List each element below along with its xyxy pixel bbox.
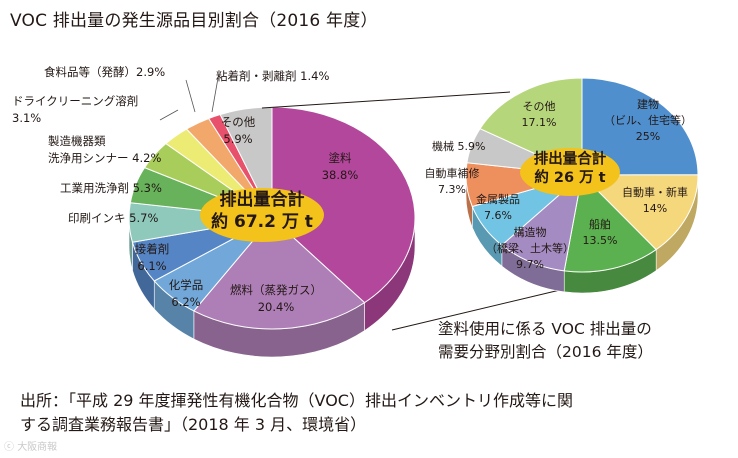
connector-line-bottom bbox=[391, 289, 561, 331]
pie-1-total-ellipse bbox=[200, 188, 324, 242]
source-line-2: する調査業務報告書」（2018 年 3 月、環境省） bbox=[20, 415, 367, 434]
pie-1-label-2-1: 6.2% bbox=[171, 295, 200, 309]
pie-1-label-9-0: 粘着剤・剥離剤 1.4% bbox=[216, 69, 329, 83]
pie-1-leaders bbox=[159, 77, 219, 121]
pie-1-label-1-0: 燃料（蒸発ガス） bbox=[230, 283, 322, 297]
pie-1-slice-0 bbox=[271, 106, 416, 304]
pie-2-label-5-1: 7.3% bbox=[438, 183, 466, 196]
pie-2-label-4-0: 金属製品 bbox=[476, 192, 520, 206]
pie-2-total-ellipse bbox=[520, 148, 620, 196]
pie-2-slice-1 bbox=[580, 174, 699, 251]
pie-1-label-3-1: 6.1% bbox=[137, 259, 166, 273]
pie-1-label-0-0: 塗料 bbox=[329, 151, 352, 165]
pie-2-label-1-0: 自動車・新車 bbox=[622, 185, 688, 199]
pie-1-total-line-2: 約 67.2 万 t bbox=[211, 211, 313, 232]
pie-2-labels: 建物 （ビル、住宅等） 25% 自動車・新車 14% 船舶 13.5% 構造物 （橋梁、土木等）… bbox=[425, 97, 693, 271]
chart-title: VOC 排出量の発生源品目別割合（2016 年度） bbox=[10, 11, 378, 31]
source-note: 出所：「平成 29 年度揮発性有機化合物（VOC）排出インベントリ作成等に関 す… bbox=[20, 389, 573, 437]
pie-1-label-1-1: 20.4% bbox=[258, 300, 295, 314]
pie-2-slice-0 bbox=[581, 77, 699, 176]
pie-2-label-3-2: 9.7% bbox=[516, 258, 544, 271]
pie-2-label-4-1: 7.6% bbox=[484, 209, 512, 222]
pie-1-sides bbox=[128, 217, 416, 358]
pie-1-slice-1 bbox=[193, 217, 366, 330]
pie-2-label-2-0: 船舶 bbox=[589, 217, 611, 231]
pie-1-label-7-0: ドライクリーニング溶剤 bbox=[12, 94, 138, 108]
pie-1-label-10-1: 5.9% bbox=[223, 132, 252, 146]
watermark: ⓒ 大阪商報 bbox=[4, 442, 58, 453]
pie-1-labels: 塗料 38.8% 燃料（蒸発ガス） 20.4% 化学品 6.2% 接着剤 6.1% 印刷インキ … bbox=[12, 65, 358, 314]
pie-2-label-0-0: 建物 bbox=[637, 97, 659, 111]
pie-1-label-2-0: 化学品 bbox=[169, 278, 204, 292]
pie-1-label-10-0: その他 bbox=[221, 115, 256, 129]
zoom-connector bbox=[261, 91, 561, 331]
pie-2-label-6-0: 機械 5.9% bbox=[432, 139, 485, 153]
pie-2-total-line-2: 約 26 万 t bbox=[534, 168, 605, 186]
pie-2-label-0-2: 25% bbox=[636, 130, 660, 143]
pie-2-label-3-0: 構造物 bbox=[514, 225, 547, 239]
pie-2-label-5-0: 自動車補修 bbox=[425, 166, 480, 180]
pie-2-label-7-1: 17.1% bbox=[522, 116, 557, 129]
pie-2-label-7-0: その他 bbox=[523, 100, 556, 113]
pie-1-label-4-0: 印刷インキ 5.7% bbox=[68, 211, 158, 225]
secondary-title-line-2: 需要分野別割合（2016 年度） bbox=[438, 343, 653, 361]
pie-1-label-0-1: 38.8% bbox=[322, 168, 359, 182]
watermark-text: 大阪商報 bbox=[17, 442, 58, 453]
pie-1-label-8-0: 食料品等（発酵）2.9% bbox=[44, 65, 165, 79]
pie-1-label-6-1: 洗浄用シンナー 4.2% bbox=[48, 151, 161, 165]
pie-2-total-line-1: 排出量合計 bbox=[534, 149, 607, 167]
pie-2-label-3-1: （橋梁、土木等） bbox=[486, 241, 574, 255]
secondary-chart-title: 塗料使用に係る VOC 排出量の 需要分野別割合（2016 年度） bbox=[438, 318, 653, 364]
pie-1-label-6-0: 製造機器類 bbox=[48, 134, 106, 148]
pie-2-label-0-1: （ビル、住宅等） bbox=[604, 113, 692, 127]
pie-2-label-2-1: 13.5% bbox=[583, 234, 618, 247]
pie-1-leader-9 bbox=[211, 77, 219, 113]
pie-1-total-line-1: 排出量合計 bbox=[220, 189, 305, 210]
pie-1-label-7-1: 3.1% bbox=[12, 111, 41, 125]
secondary-title-line-1: 塗料使用に係る VOC 排出量の bbox=[438, 320, 652, 338]
pie-2-label-1-1: 14% bbox=[643, 202, 667, 215]
connector-line-top bbox=[261, 91, 511, 109]
pie-1-label-3-0: 接着剤 bbox=[135, 242, 170, 256]
source-line-1: 出所：「平成 29 年度揮発性有機化合物（VOC）排出インベントリ作成等に関 bbox=[20, 391, 573, 410]
pie-1-leader-7 bbox=[159, 109, 179, 121]
pie-1-leader-8 bbox=[185, 79, 196, 113]
pie-2-slice-2 bbox=[563, 173, 657, 273]
pie-1-label-5-0: 工業用洗浄剤 5.3% bbox=[60, 181, 162, 195]
